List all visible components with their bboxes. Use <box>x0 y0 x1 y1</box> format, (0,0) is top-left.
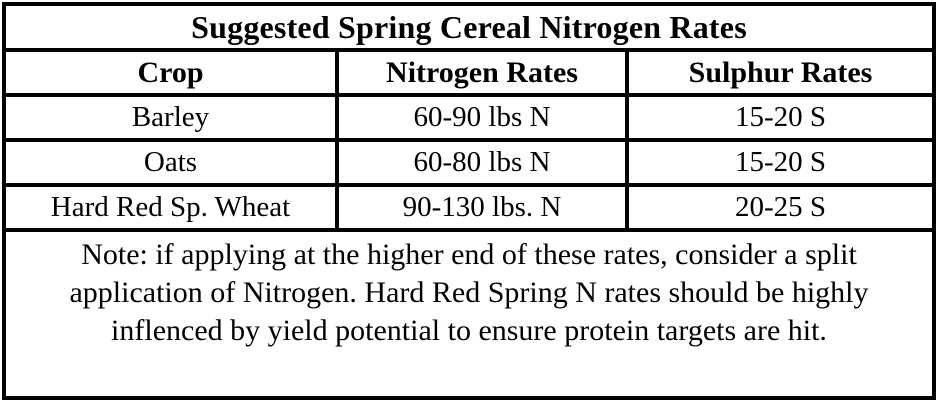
crop-cell: Barley <box>6 97 339 138</box>
nitrogen-rate-cell: 60-80 lbs N <box>339 142 629 183</box>
sulphur-rate-cell: 20-25 S <box>734 191 827 223</box>
table-title: Suggested Spring Cereal Nitrogen Rates <box>6 6 932 52</box>
crop-cell: Oats <box>6 142 339 183</box>
table-note: Note: if applying at the higher end of t… <box>69 238 869 347</box>
column-header-nitrogen-rates: Nitrogen Rates <box>339 52 629 93</box>
nitrogen-rate-cell: 60-90 lbs N <box>339 97 629 138</box>
column-header-crop: Crop <box>6 52 339 93</box>
nitrogen-rate-cell: 90-130 lbs. N <box>339 187 629 228</box>
sulphur-rate-cell: 15-20 S <box>734 146 827 178</box>
table-header-row: Crop Nitrogen Rates Sulphur Rates <box>6 52 932 97</box>
column-header-sulphur-rates: Sulphur Rates <box>688 55 873 89</box>
table-row-oats: Oats 60-80 lbs N 15-20 S <box>6 142 932 187</box>
table-row-barley: Barley 60-90 lbs N 15-20 S <box>6 97 932 142</box>
crop-cell: Hard Red Sp. Wheat <box>6 187 339 228</box>
table-row-hard-red-sp-wheat: Hard Red Sp. Wheat 90-130 lbs. N 20-25 S <box>6 187 932 232</box>
sulphur-rate-cell: 15-20 S <box>734 101 827 133</box>
